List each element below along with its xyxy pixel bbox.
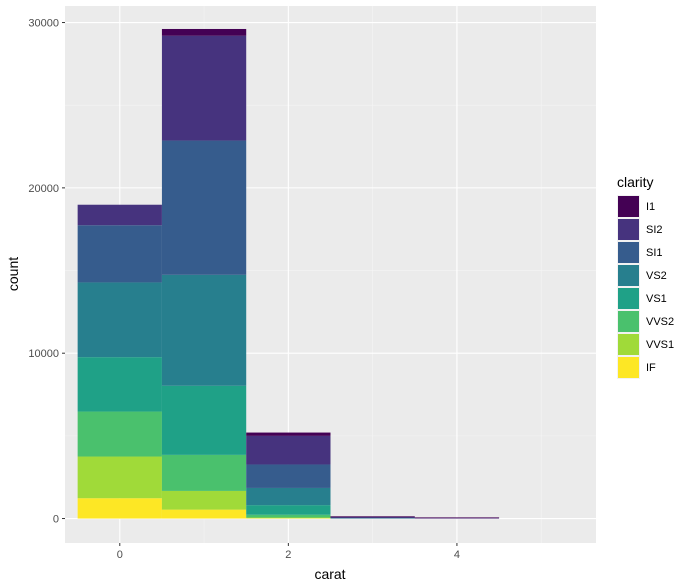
- bar-segment-si2: [161, 35, 247, 141]
- legend-label-vvs2: VVS2: [646, 316, 674, 328]
- legend-swatch-vvs2: [618, 311, 639, 332]
- y-tick-label: 0: [53, 514, 59, 526]
- y-tick-label: 10000: [28, 348, 59, 360]
- bar-segment-i1: [246, 432, 331, 436]
- legend-swatch-si1: [618, 242, 639, 263]
- legend-label-si2: SI2: [646, 224, 663, 236]
- bar-segment-vs2: [246, 487, 331, 506]
- bar-segment-vvs2: [161, 454, 247, 491]
- bar-segment-vvs2: [246, 514, 331, 518]
- bar-segment-si2: [330, 516, 415, 518]
- y-tick-label: 20000: [28, 183, 59, 195]
- bar-segment-i1: [330, 516, 415, 518]
- legend-label-si1: SI1: [646, 247, 663, 259]
- legend-label-vvs1: VVS1: [646, 339, 674, 351]
- bar-segment-i1: [161, 28, 247, 36]
- legend-swatch-i1: [618, 196, 639, 217]
- x-tick-label: 4: [454, 549, 460, 561]
- legend-swatch-vvs1: [618, 334, 639, 355]
- bar-segment-vs2: [77, 282, 162, 358]
- legend: clarity I1 SI2 SI1 VS2 VS1 VVS2 VVS1 IF: [617, 174, 674, 379]
- legend-swatch-vs2: [618, 265, 639, 286]
- y-tick-label: 30000: [28, 18, 59, 30]
- bar-segment-si2: [77, 204, 162, 226]
- legend-label-i1: I1: [646, 201, 655, 213]
- bar-segment-if: [77, 498, 162, 519]
- legend-swatch-si2: [618, 219, 639, 240]
- bar-segment-vvs2: [77, 411, 162, 457]
- x-axis-title: carat: [314, 566, 345, 582]
- legend-label-vs1: VS1: [646, 293, 667, 305]
- bar-segment-vvs1: [246, 517, 331, 519]
- bar-segment-if: [161, 509, 247, 519]
- x-axis: 0 2 4: [117, 543, 460, 561]
- legend-swatch-vs1: [618, 288, 639, 309]
- bar-segment-si1: [161, 140, 247, 275]
- legend-swatch-if: [618, 357, 639, 378]
- bar-segment-vs1: [161, 385, 247, 455]
- legend-label-if: IF: [646, 362, 656, 374]
- legend-title: clarity: [617, 174, 654, 190]
- bar-segment-si1: [77, 225, 162, 283]
- bars: [77, 28, 500, 519]
- y-axis: 0 10000 20000 30000: [28, 18, 65, 526]
- bar-segment-si2: [246, 435, 331, 465]
- x-tick-label: 2: [285, 549, 291, 561]
- bar-segment-vs1: [77, 357, 162, 412]
- bar-segment-si1: [246, 464, 331, 488]
- x-tick-label: 0: [117, 549, 123, 561]
- legend-label-vs2: VS2: [646, 270, 667, 282]
- bar-segment-vs2: [161, 274, 247, 386]
- bar-segment-vvs1: [161, 490, 247, 510]
- bar-segment-vvs1: [77, 456, 162, 499]
- bar-segment-vs1: [246, 505, 331, 515]
- y-axis-title: count: [5, 257, 21, 291]
- bar-segment-si1: [330, 517, 415, 519]
- bar-segment-i1: [414, 517, 500, 519]
